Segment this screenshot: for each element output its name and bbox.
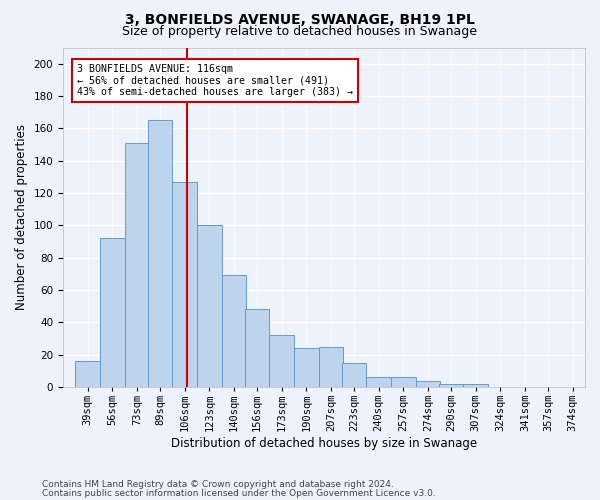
- Text: Contains public sector information licensed under the Open Government Licence v3: Contains public sector information licen…: [42, 489, 436, 498]
- Bar: [76, 361, 100, 387]
- Text: 3 BONFIELDS AVENUE: 116sqm
← 56% of detached houses are smaller (491)
43% of sem: 3 BONFIELDS AVENUE: 116sqm ← 56% of deta…: [77, 64, 353, 97]
- Bar: [269, 336, 294, 387]
- Bar: [367, 378, 391, 387]
- Bar: [439, 384, 463, 387]
- Bar: [294, 348, 319, 387]
- Bar: [245, 310, 269, 387]
- Bar: [148, 120, 172, 387]
- Bar: [463, 384, 488, 387]
- Bar: [172, 182, 197, 387]
- Text: Size of property relative to detached houses in Swanage: Size of property relative to detached ho…: [122, 25, 478, 38]
- X-axis label: Distribution of detached houses by size in Swanage: Distribution of detached houses by size …: [171, 437, 477, 450]
- Bar: [391, 378, 416, 387]
- Bar: [221, 276, 246, 387]
- Bar: [100, 238, 125, 387]
- Bar: [416, 380, 440, 387]
- Bar: [197, 226, 221, 387]
- Bar: [319, 346, 343, 387]
- Bar: [342, 363, 367, 387]
- Text: 3, BONFIELDS AVENUE, SWANAGE, BH19 1PL: 3, BONFIELDS AVENUE, SWANAGE, BH19 1PL: [125, 12, 475, 26]
- Bar: [125, 143, 149, 387]
- Y-axis label: Number of detached properties: Number of detached properties: [15, 124, 28, 310]
- Text: Contains HM Land Registry data © Crown copyright and database right 2024.: Contains HM Land Registry data © Crown c…: [42, 480, 394, 489]
